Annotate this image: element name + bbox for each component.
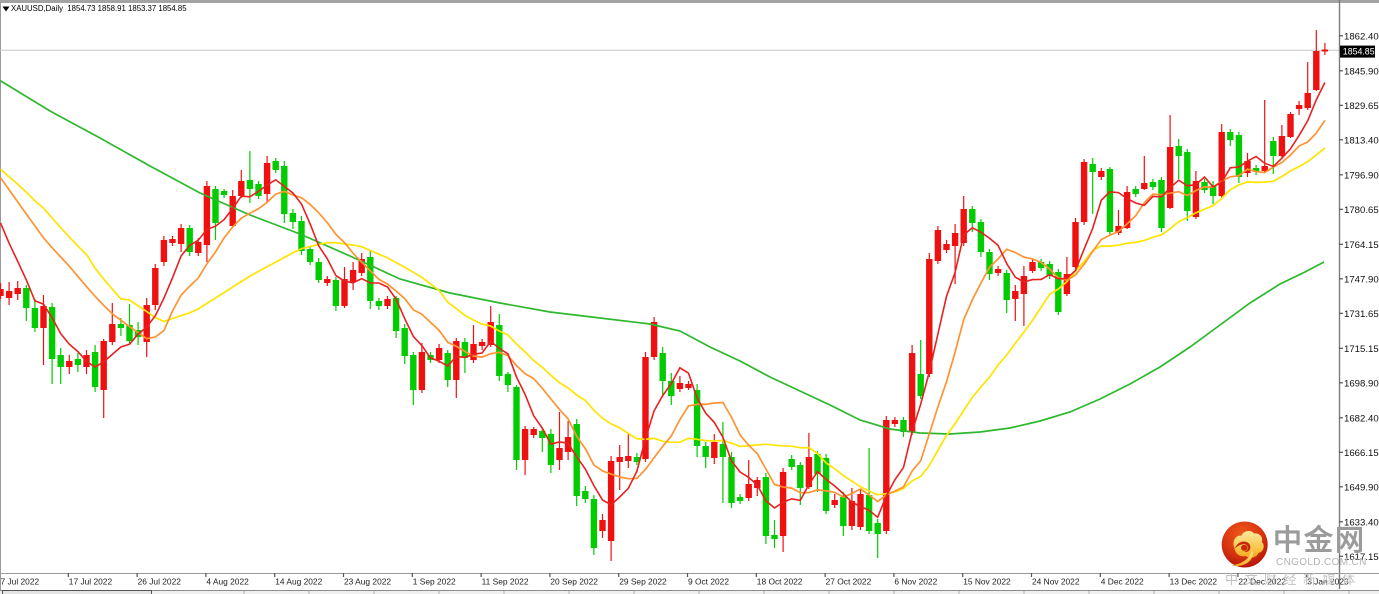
svg-text:11 Sep 2022: 11 Sep 2022	[482, 577, 529, 587]
svg-text:1845.90: 1845.90	[1344, 66, 1379, 77]
svg-text:24 Nov 2022: 24 Nov 2022	[1032, 577, 1080, 587]
svg-text:1796.90: 1796.90	[1344, 170, 1379, 181]
svg-text:20 Sep 2022: 20 Sep 2022	[550, 577, 598, 587]
svg-text:1862.40: 1862.40	[1344, 31, 1379, 42]
svg-text:1715.15: 1715.15	[1344, 344, 1379, 355]
svg-text:13 Dec 2022: 13 Dec 2022	[1170, 577, 1218, 587]
svg-text:27 Oct 2022: 27 Oct 2022	[826, 577, 872, 587]
svg-text:1829.65: 1829.65	[1344, 101, 1379, 112]
svg-text:26 Jul 2022: 26 Jul 2022	[138, 577, 182, 587]
svg-text:4 Aug 2022: 4 Aug 2022	[206, 577, 249, 587]
svg-text:22 Dec 2022: 22 Dec 2022	[1238, 577, 1286, 587]
svg-text:1731.65: 1731.65	[1344, 309, 1379, 320]
svg-text:1813.40: 1813.40	[1344, 135, 1379, 146]
svg-text:1764.15: 1764.15	[1344, 240, 1379, 251]
svg-text:15 Nov 2022: 15 Nov 2022	[963, 577, 1011, 587]
svg-text:1617.15: 1617.15	[1344, 552, 1379, 563]
svg-text:1854.85: 1854.85	[1343, 47, 1375, 57]
svg-text:29 Sep 2022: 29 Sep 2022	[619, 577, 667, 587]
svg-text:17 Jul 2022: 17 Jul 2022	[69, 577, 113, 587]
svg-text:1698.90: 1698.90	[1344, 378, 1379, 389]
svg-text:1649.90: 1649.90	[1344, 482, 1379, 493]
svg-text:9 Oct 2022: 9 Oct 2022	[688, 577, 729, 587]
svg-text:1666.15: 1666.15	[1344, 448, 1379, 459]
svg-text:1 Sep 2022: 1 Sep 2022	[413, 577, 456, 587]
svg-text:1633.40: 1633.40	[1344, 517, 1379, 528]
svg-text:23 Aug 2022: 23 Aug 2022	[344, 577, 391, 587]
svg-text:6 Nov 2022: 6 Nov 2022	[894, 577, 937, 587]
svg-text:14 Aug 2022: 14 Aug 2022	[275, 577, 322, 587]
svg-text:1780.65: 1780.65	[1344, 205, 1379, 216]
svg-text:18 Oct 2022: 18 Oct 2022	[757, 577, 803, 587]
svg-text:1682.40: 1682.40	[1344, 413, 1379, 424]
svg-text:4 Dec 2022: 4 Dec 2022	[1101, 577, 1144, 587]
svg-text:7 Jul 2022: 7 Jul 2022	[1, 577, 40, 587]
svg-text:1747.90: 1747.90	[1344, 274, 1379, 285]
svg-text:3 Jan 2023: 3 Jan 2023	[1307, 577, 1349, 587]
